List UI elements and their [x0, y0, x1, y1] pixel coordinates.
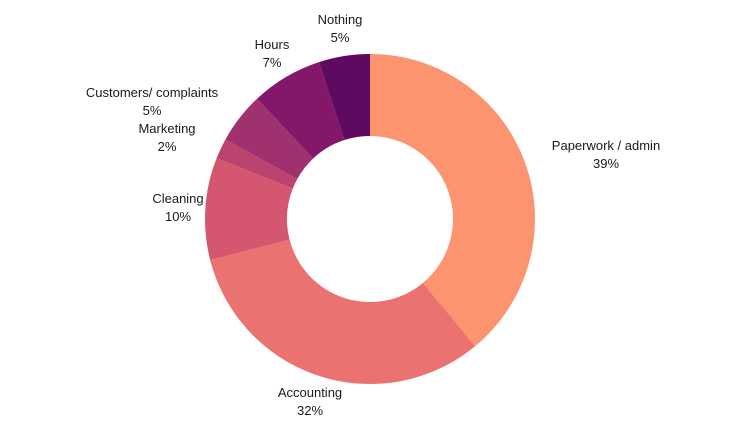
slice-name-label: Accounting [278, 385, 342, 400]
slice-value-label: 2% [158, 139, 177, 154]
slice-value-label: 39% [593, 156, 619, 171]
slice-name-label: Paperwork / admin [552, 138, 660, 153]
slice-name-label: Marketing [138, 121, 195, 136]
slice-value-label: 5% [331, 30, 350, 45]
labels-group: Paperwork / admin 39% Accounting 32% Cleanin… [86, 12, 660, 418]
donut-slice [319, 54, 370, 141]
donut-slice [216, 139, 298, 189]
donut-slice [225, 98, 314, 180]
slice-name-label: Cleaning [152, 191, 203, 206]
slices-group [204, 54, 535, 384]
donut-slice [210, 239, 476, 384]
slice-value-label: 7% [263, 55, 282, 70]
slice-value-label: 32% [297, 403, 323, 418]
donut-slice [204, 158, 293, 261]
donut-slice [257, 62, 345, 159]
slice-value-label: 5% [143, 103, 162, 118]
slice-value-label: 10% [165, 209, 191, 224]
donut-slice [370, 54, 535, 347]
slice-name-label: Customers/ complaints [86, 85, 219, 100]
slice-name-label: Nothing [318, 12, 363, 27]
slice-name-label: Hours [255, 37, 290, 52]
